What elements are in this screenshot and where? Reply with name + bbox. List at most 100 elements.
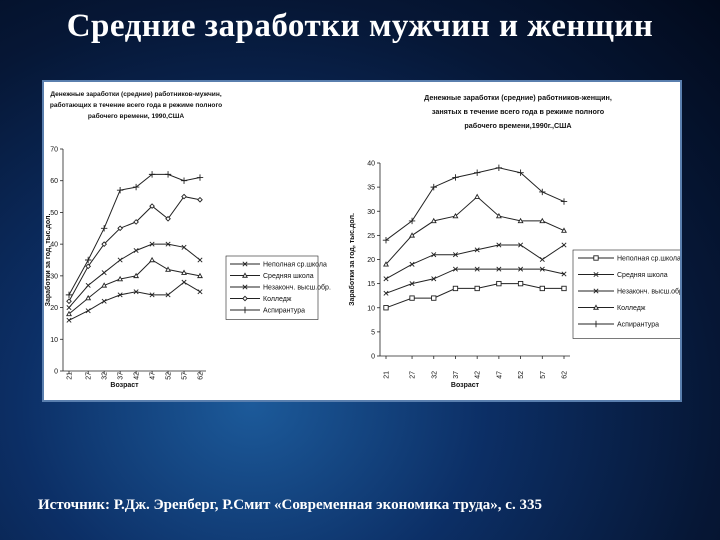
data-point: [496, 280, 502, 287]
legend-item: Неполная ср.школа: [230, 261, 327, 269]
y-axis-label: Заработки за год, тыс.дол.: [44, 214, 52, 307]
series-4: [66, 193, 203, 305]
data-point: [431, 276, 437, 282]
data-point: [149, 256, 156, 263]
data-point: [66, 317, 72, 323]
data-point: [85, 308, 91, 314]
legend-marker: [242, 284, 248, 290]
y-tick-label: 40: [367, 161, 375, 168]
data-point: [181, 269, 187, 275]
x-axis-label: Возраст: [451, 382, 480, 389]
data-point: [101, 298, 107, 304]
legend-label: Колледж: [263, 296, 292, 303]
data-point: [431, 252, 437, 258]
data-point: [383, 276, 389, 282]
source-citation: Источник: Р.Дж. Эренберг, Р.Смит «Соврем…: [38, 497, 542, 513]
chart-title-line: рабочего времени,1990г.,США: [464, 121, 571, 130]
data-point: [473, 169, 481, 176]
x-tick-label: 62: [198, 372, 205, 380]
y-tick-label: 20: [50, 305, 58, 312]
chart-1: Денежные заработки (средние) работников-…: [44, 90, 331, 389]
y-tick-label: 70: [50, 147, 58, 154]
data-point: [452, 266, 458, 272]
data-point: [561, 285, 567, 292]
data-point: [474, 266, 480, 272]
data-point: [561, 271, 567, 277]
legend-label: Колледж: [617, 305, 646, 312]
x-tick-label: 21: [384, 371, 391, 379]
series-1: [66, 279, 203, 323]
y-tick-label: 0: [54, 369, 58, 376]
data-point: [560, 198, 568, 205]
data-point: [84, 256, 92, 264]
data-point: [117, 292, 123, 298]
charts-panel: Денежные заработки (средние) работников-…: [42, 80, 682, 402]
data-point: [197, 196, 203, 203]
y-axis-label: Заработки за год, тыс.дол.: [348, 213, 356, 306]
data-point: [100, 225, 108, 232]
legend-frame: [225, 255, 319, 320]
series-line: [385, 167, 565, 241]
series-5: [65, 171, 204, 299]
x-tick-label: 47: [150, 372, 157, 380]
data-point: [517, 280, 524, 287]
data-point: [561, 227, 567, 233]
series-line: [385, 244, 565, 280]
data-point: [117, 225, 123, 232]
legend-item: Незаконч. высш.обр.: [230, 284, 331, 292]
legend: Неполная ср.школа Средняя школа Незаконч. …: [572, 249, 680, 339]
slide-title: Средние заработки мужчин и женщин: [66, 8, 654, 44]
y-tick-label: 50: [50, 210, 58, 217]
x-tick-label: 27: [410, 371, 417, 379]
charts-svg: Денежные заработки (средние) работников-…: [44, 90, 680, 389]
x-tick-label: 32: [102, 372, 109, 380]
legend-marker: [593, 304, 599, 310]
y-tick-label: 15: [367, 281, 375, 288]
data-point: [495, 212, 502, 219]
legend-marker: [593, 271, 599, 278]
data-point: [431, 295, 437, 301]
y-tick-label: 10: [50, 337, 58, 344]
chart-2: Денежные заработки (средние) работников-…: [348, 93, 680, 389]
series-2: [383, 266, 567, 296]
legend-item: Колледж: [230, 295, 292, 303]
data-point: [383, 261, 389, 267]
series-5: [382, 164, 568, 244]
data-point: [85, 294, 92, 301]
legend-marker: [593, 255, 599, 261]
data-point: [165, 292, 171, 298]
legend-item: Средняя школа: [578, 271, 668, 279]
data-point: [164, 171, 172, 178]
series-3: [383, 242, 567, 282]
data-point: [496, 266, 502, 272]
legend-marker: [593, 288, 599, 294]
data-point: [408, 217, 416, 225]
legend: Неполная ср.школа Средняя школа Незаконч. …: [225, 255, 331, 320]
data-point: [66, 305, 72, 311]
legend-item: Незаконч. высш.обр.: [578, 288, 680, 296]
y-tick-label: 60: [50, 178, 58, 185]
legend-marker: [592, 320, 600, 328]
data-point: [496, 242, 502, 248]
x-axis-label: Возраст: [110, 382, 139, 389]
data-point: [133, 219, 139, 225]
data-point: [149, 203, 155, 209]
data-point: [430, 183, 437, 191]
data-point: [149, 241, 155, 247]
x-tick-label: 27: [86, 372, 93, 380]
data-point: [197, 272, 203, 279]
y-tick-label: 35: [367, 185, 375, 192]
data-point: [383, 305, 389, 311]
legend-item: Неполная ср.школа: [578, 255, 680, 263]
legend-label: Аспирантура: [263, 308, 305, 315]
data-point: [132, 183, 140, 191]
data-point: [561, 242, 567, 248]
legend-label: Средняя школа: [263, 273, 314, 280]
legend-marker: [242, 261, 248, 267]
y-tick-label: 10: [367, 305, 375, 312]
legend-label: Незаконч. высш.обр.: [263, 284, 331, 292]
x-tick-label: 32: [431, 371, 438, 379]
data-point: [181, 193, 187, 200]
x-tick-label: 57: [540, 371, 547, 379]
data-point: [85, 282, 91, 288]
